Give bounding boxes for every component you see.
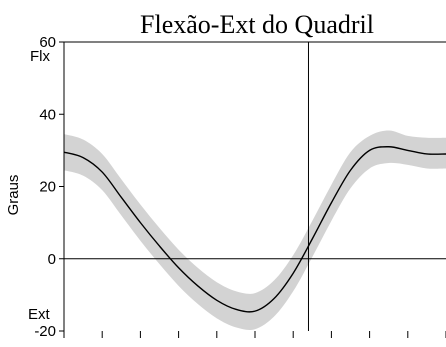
mean-line-layer: [63, 146, 446, 313]
reference-lines-layer: [64, 42, 446, 331]
flexion-label: Flx: [30, 48, 50, 65]
chart-title: Flexão-Ext do Quadril: [140, 10, 374, 39]
confidence-band: [64, 130, 446, 330]
y-tick-label: 40: [39, 106, 56, 123]
y-tick-label: 60: [39, 34, 56, 51]
y-axis-label: Graus: [5, 175, 22, 216]
axes-layer: 60 40 20 0 -20: [34, 34, 446, 340]
y-tick-label: -20: [34, 323, 56, 340]
confidence-band-layer: [64, 130, 446, 330]
y-tick-label: 0: [48, 251, 56, 268]
y-tick-label: 20: [39, 179, 56, 196]
extension-label: Ext: [28, 306, 51, 323]
mean-series-line: [63, 146, 446, 313]
